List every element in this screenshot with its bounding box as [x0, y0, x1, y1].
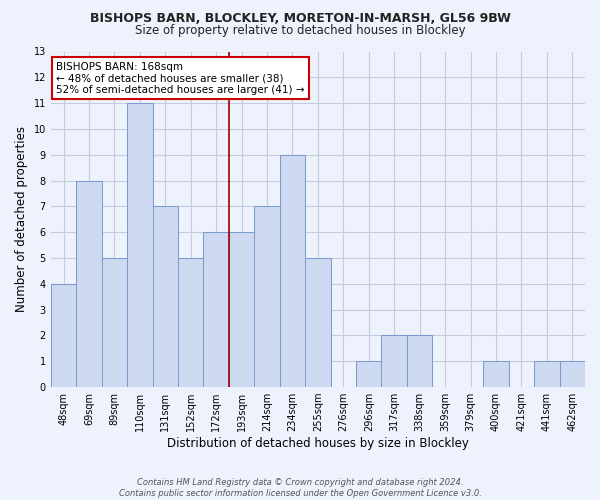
Bar	[534, 362, 560, 387]
Bar	[152, 206, 178, 387]
Text: Contains HM Land Registry data © Crown copyright and database right 2024.
Contai: Contains HM Land Registry data © Crown c…	[119, 478, 481, 498]
Bar	[76, 180, 101, 387]
Bar	[127, 103, 152, 387]
Bar	[305, 258, 331, 387]
Bar	[382, 336, 407, 387]
Text: BISHOPS BARN: 168sqm
← 48% of detached houses are smaller (38)
52% of semi-detac: BISHOPS BARN: 168sqm ← 48% of detached h…	[56, 62, 305, 95]
Text: BISHOPS BARN, BLOCKLEY, MORETON-IN-MARSH, GL56 9BW: BISHOPS BARN, BLOCKLEY, MORETON-IN-MARSH…	[89, 12, 511, 26]
Bar	[229, 232, 254, 387]
Bar	[178, 258, 203, 387]
Bar	[203, 232, 229, 387]
X-axis label: Distribution of detached houses by size in Blockley: Distribution of detached houses by size …	[167, 437, 469, 450]
Bar	[254, 206, 280, 387]
Bar	[51, 284, 76, 387]
Text: Size of property relative to detached houses in Blockley: Size of property relative to detached ho…	[134, 24, 466, 37]
Bar	[280, 155, 305, 387]
Y-axis label: Number of detached properties: Number of detached properties	[15, 126, 28, 312]
Bar	[483, 362, 509, 387]
Bar	[407, 336, 433, 387]
Bar	[101, 258, 127, 387]
Bar	[356, 362, 382, 387]
Bar	[560, 362, 585, 387]
